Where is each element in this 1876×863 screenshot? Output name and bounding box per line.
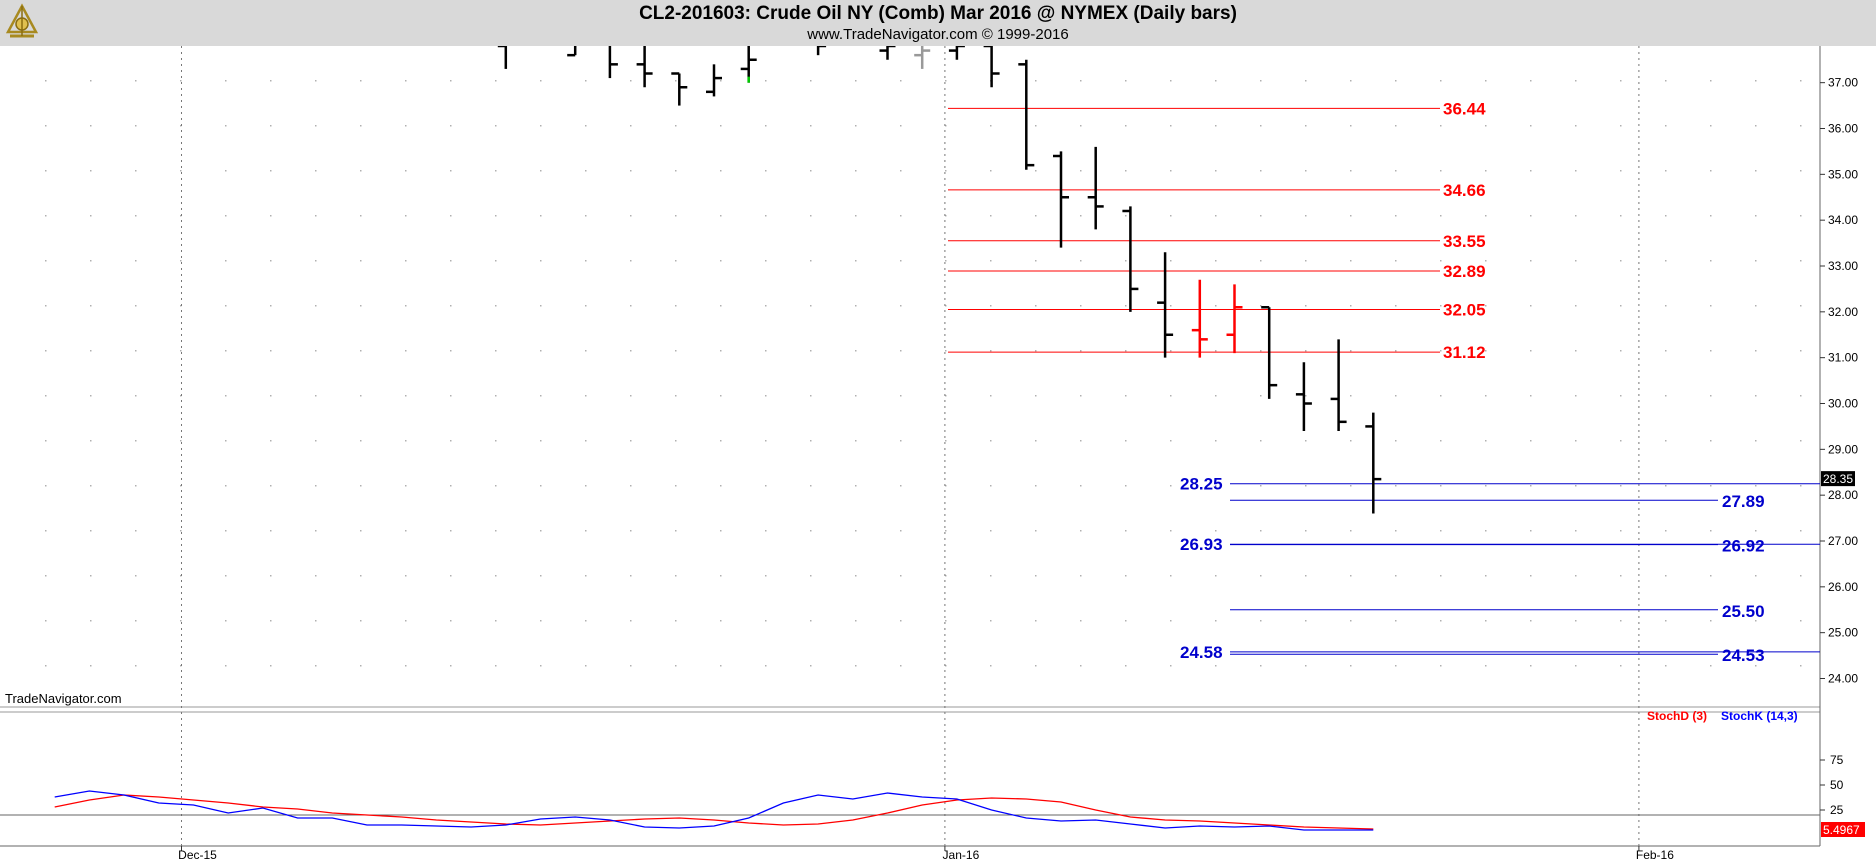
price-tick-label: 29.00: [1828, 442, 1858, 456]
price-tick-label: 30.00: [1828, 397, 1858, 411]
resistance-label: 33.55: [1443, 232, 1486, 251]
last-price-label: 28.35: [1823, 472, 1853, 486]
price-tick-label: 35.00: [1828, 167, 1858, 181]
date-label: Jan-16: [943, 848, 980, 862]
last-stoch-box: [1821, 822, 1865, 837]
resistance-label: 32.05: [1443, 301, 1486, 320]
ohlc-bar: [1087, 146, 1104, 230]
ohlc-bar: [1226, 284, 1243, 354]
stoch-series-line: [54, 794, 1374, 830]
ohlc-bar: [1191, 279, 1208, 358]
support-label: 25.50: [1722, 602, 1765, 621]
watermark: TradeNavigator.com: [5, 691, 122, 706]
support-label: 24.53: [1722, 646, 1765, 665]
ohlc-bar: [671, 72, 688, 106]
stoch-tick-label: 50: [1830, 778, 1844, 792]
support-label: 24.58: [1180, 643, 1223, 662]
ohlc-bar: [706, 64, 722, 97]
stoch-series-line: [54, 790, 1374, 831]
last-stoch-label: 5.4967: [1823, 823, 1860, 837]
price-tick-label: 26.00: [1828, 580, 1858, 594]
support-label: 26.93: [1180, 535, 1223, 554]
support-label: 28.25: [1180, 475, 1223, 494]
date-label: Feb-16: [1636, 848, 1674, 862]
stoch-tick-label: 25: [1830, 803, 1844, 817]
ohlc-bar: [1122, 206, 1139, 312]
date-label: Dec-15: [178, 848, 217, 862]
resistance-label: 34.66: [1443, 181, 1486, 200]
last-price-box: [1821, 471, 1855, 487]
ohlc-bar: [1261, 306, 1278, 399]
price-tick-label: 34.00: [1828, 213, 1858, 227]
chart-title: CL2-201603: Crude Oil NY (Comb) Mar 2016…: [639, 3, 1237, 24]
chart-subtitle: www.TradeNavigator.com © 1999-2016: [807, 26, 1069, 43]
sextant-logo-icon: [5, 3, 39, 38]
support-label: 27.89: [1722, 492, 1765, 511]
resistance-label: 31.12: [1443, 343, 1486, 362]
ohlc-bar: [1330, 339, 1347, 431]
chart-header: CL2-201603: Crude Oil NY (Comb) Mar 2016…: [0, 0, 1876, 46]
ohlc-bar: [1018, 59, 1035, 170]
price-tick-label: 24.00: [1828, 672, 1858, 686]
resistance-label: 36.44: [1443, 99, 1486, 118]
ohlc-bar: [1157, 252, 1174, 358]
stoch-tick-label: 75: [1830, 753, 1844, 767]
resistance-label: 32.89: [1443, 262, 1486, 281]
price-tick-label: 37.00: [1828, 76, 1858, 90]
price-tick-label: 33.00: [1828, 259, 1858, 273]
price-tick-label: 36.00: [1828, 122, 1858, 136]
legend-stoch-d: StochD (3): [1647, 709, 1707, 723]
price-tick-label: 25.00: [1828, 626, 1858, 640]
price-tick-label: 27.00: [1828, 534, 1858, 548]
price-tick-label: 28.00: [1828, 488, 1858, 502]
ohlc-bar: [1365, 412, 1382, 514]
support-label: 26.92: [1722, 537, 1765, 556]
ohlc-bar: [740, 41, 757, 83]
ohlc-bar: [1053, 151, 1069, 248]
legend-stoch-k: StochK (14,3): [1721, 709, 1798, 723]
price-tick-label: 32.00: [1828, 305, 1858, 319]
price-tick-label: 31.00: [1828, 351, 1858, 365]
ohlc-bar: [1295, 362, 1312, 431]
dot-grid: [45, 80, 1802, 667]
